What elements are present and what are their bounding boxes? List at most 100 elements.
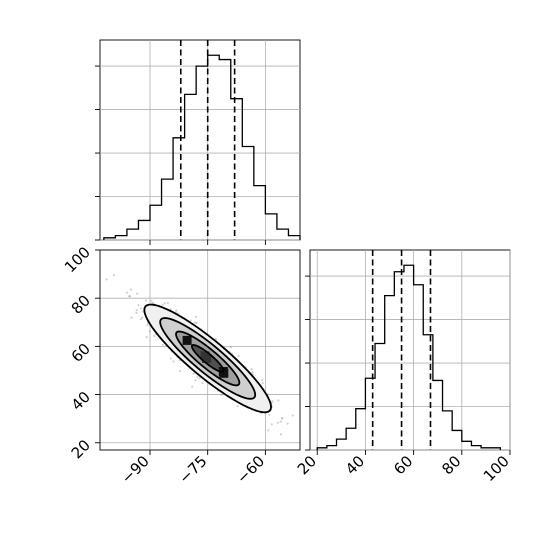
density-scatter-point [270,423,273,426]
density-scatter-point [261,378,264,381]
density-ytick-label: 80 [68,291,94,317]
density-contours [143,303,272,414]
density-scatter-point [112,274,116,277]
hist-param1-ticks [305,275,511,455]
hist-param1-panel: 20 40 60 80 100 [294,249,513,485]
hist-param1-xtick-label: 100 [480,452,513,485]
density-scatter-point [250,368,253,371]
density-scatter-point [175,309,178,312]
hist-param0-panel [95,39,301,245]
density-dense-cell [202,354,212,363]
density-scatter-point [135,311,138,314]
hist-param1-xtick-label: 40 [342,452,368,478]
hist-param1-xtick-label: 80 [438,452,464,478]
density-scatter-point [140,307,143,310]
density-contour-line [159,317,257,400]
density-ytick-label: 20 [68,436,94,462]
density-ticks [95,249,266,455]
density-scatter-point [277,399,280,402]
density-scatter-point [135,309,138,312]
hist-param1-quantiles [371,250,432,450]
density-scatter-point [251,371,254,374]
density-scatter-point [261,382,264,385]
density-scatter-point [139,318,142,321]
density-scatter-point [195,321,198,324]
density-scatter-point [152,302,155,305]
density-scatter-point [194,379,197,382]
density-scatter-point [136,292,139,295]
density-scatter-point [201,381,204,385]
hist-param1-grid [310,250,511,451]
density-scatter-point [128,295,131,298]
hist-param0-quantiles [179,40,236,240]
hist-param1-frame [309,249,511,451]
density-scatter-point [236,405,239,408]
density-scatter-point [129,288,133,291]
density-ytick-label: 40 [68,388,94,414]
hist-param0-grid [100,40,300,241]
hist-param1-xtick-label: 20 [294,452,320,478]
density-scatter-point [145,336,148,339]
density-scatter-point [192,372,195,375]
density-scatter-point [130,316,133,319]
density-scatter-point [161,343,164,346]
density-scatter-point [178,370,182,373]
density-scatter-point [214,337,217,340]
density-scatter-point [191,385,194,388]
density-scatter-point [137,303,140,307]
density-scatter-point [144,299,148,302]
density-scatter-point [196,375,199,378]
density-scatter-point [105,278,108,281]
density-scatter-point [220,393,223,397]
density-scatter-point [125,291,129,294]
density-contour-line [175,330,241,387]
density-scatter-point [281,417,284,420]
density-scatter-point [237,355,240,358]
density-scatter-point [198,377,201,380]
density-scatter-point [141,316,144,319]
density-ytick-label: 100 [61,243,94,276]
density-scatter-point [189,319,192,322]
density-scatter-point [267,429,270,432]
density-scatter-point [166,301,169,305]
density-scatter-point [279,433,283,436]
density-dense-cell [182,335,192,345]
density-scatter-point [271,400,274,403]
density-scatter-point [279,420,282,423]
density-scatter-point [161,303,164,306]
density-frame [99,249,301,451]
density-scatter-point [193,321,197,324]
density-contour-line [190,344,225,373]
density-scatter-point [148,330,152,333]
density-scatter-point [163,302,166,305]
density-scatter-point [229,346,232,349]
density-xtick-label: −90 [118,452,153,487]
hist-param1-xtick-label: 60 [390,452,416,478]
density-ytick-label: 60 [68,340,94,366]
density-scatter-point [286,422,289,425]
hist-param1-histogram [316,264,502,450]
density-xtick-label: −75 [175,452,210,487]
hist-param0-frame [99,39,301,241]
density-scatter-point [172,360,175,363]
density-scatter-point [153,334,156,337]
hist-param1-x-tick-labels: 20 40 60 80 100 [294,452,513,485]
density-scatter-point [276,421,279,424]
density-scatter-point [268,413,271,416]
density-scatter-point [280,417,283,420]
density-x-tick-labels: −90 −75 −60 [118,452,268,487]
density-scatter-point [150,299,153,302]
density-scatter-point [194,315,197,318]
density-xtick-label: −60 [233,452,268,487]
density-2d-histogram [144,304,272,413]
density-scatter-point [291,414,294,417]
density-contour-line [143,303,272,414]
density-y-tick-labels: 20 40 60 80 100 [61,243,94,462]
hist-param0-ticks [95,65,266,245]
density-panel: −90 −75 −60 20 40 60 80 100 [61,243,301,487]
density-scatter-point [169,357,172,360]
density-scatter-point [128,295,131,298]
hist-param0-histogram [103,54,301,240]
density-dense-cell [219,368,229,378]
